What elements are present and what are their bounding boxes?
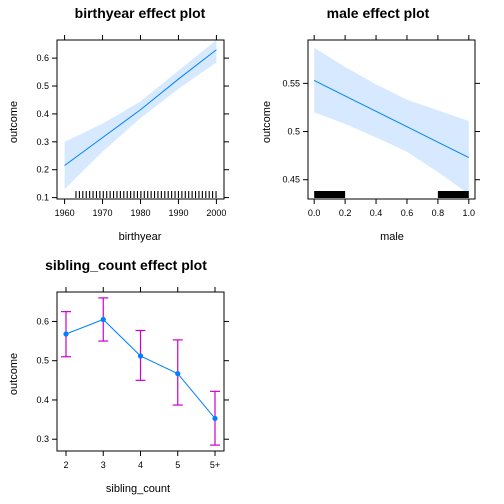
birthyear-y-tick-label: 0.2 bbox=[36, 165, 49, 175]
birthyear-x-tick-label: 1980 bbox=[130, 208, 150, 218]
birthyear-y-tick-label: 0.5 bbox=[36, 81, 49, 91]
birthyear-x-tick-label: 1970 bbox=[93, 208, 113, 218]
male-panel: male effect plot male outcome 0.45 0.5 0.5… bbox=[261, 5, 480, 243]
birthyear-confidence-band bbox=[64, 40, 217, 190]
birthyear-y-tick-label: 0.3 bbox=[36, 137, 49, 147]
male-y-tick-label: 0.5 bbox=[287, 127, 300, 137]
sibling-count-plot-title: sibling_count effect plot bbox=[45, 257, 207, 273]
birthyear-y-tick-label: 0.1 bbox=[36, 193, 49, 203]
sibling-count-point bbox=[175, 371, 181, 377]
male-x-tick-label: 0.2 bbox=[339, 208, 352, 218]
birthyear-x-tick-label: 1990 bbox=[168, 208, 188, 218]
birthyear-y-tick-label: 0.6 bbox=[36, 53, 49, 63]
male-x-tick-label: 1.0 bbox=[463, 208, 476, 218]
sibling-count-y-tick-label: 0.5 bbox=[36, 356, 49, 366]
sibling-count-y-label: outcome bbox=[8, 353, 20, 395]
sibling-count-point bbox=[212, 415, 218, 422]
birthyear-y-label: outcome bbox=[8, 101, 20, 143]
male-x-tick-label: 0.0 bbox=[308, 208, 321, 218]
birthyear-panel: birthyear effect plot birthyear outcome … bbox=[8, 5, 229, 243]
male-fit-line bbox=[313, 80, 470, 159]
male-x-tick-label: 0.6 bbox=[401, 208, 414, 218]
male-y-tick-label: 0.55 bbox=[282, 78, 300, 88]
sibling-count-y-tick-label: 0.6 bbox=[36, 316, 49, 326]
male-plot-frame bbox=[307, 39, 476, 200]
birthyear-x-label: birthyear bbox=[119, 231, 162, 243]
male-y-tick-label: 0.45 bbox=[282, 175, 300, 185]
birthyear-x-tick-label: 2000 bbox=[206, 208, 226, 218]
sibling-count-y-tick-label: 0.3 bbox=[36, 434, 49, 444]
male-x-tick-label: 0.8 bbox=[432, 208, 445, 218]
sibling-count-x-tick-label: 4 bbox=[138, 460, 143, 470]
sibling-count-panel: sibling_count effect plot sibling_count … bbox=[8, 257, 229, 495]
sibling-count-point bbox=[100, 316, 106, 323]
sibling-count-x-tick-label: 3 bbox=[101, 460, 106, 470]
sibling-count-x-tick-label: 2 bbox=[63, 460, 68, 470]
male-confidence-band bbox=[314, 47, 469, 195]
male-y-label: outcome bbox=[261, 101, 273, 143]
sibling-count-point bbox=[137, 353, 144, 359]
birthyear-fit-line bbox=[64, 49, 217, 166]
male-rug-block bbox=[437, 191, 469, 198]
birthyear-x-tick-label: 1960 bbox=[55, 208, 75, 218]
sibling-count-x-label: sibling_count bbox=[106, 483, 170, 495]
sibling-count-y-tick-label: 0.4 bbox=[36, 395, 49, 405]
male-x-tick-label: 0.4 bbox=[370, 208, 383, 218]
sibling-count-x-tick-label: 5+ bbox=[210, 460, 220, 470]
male-x-label: male bbox=[380, 231, 404, 243]
sibling-count-x-tick-label: 5 bbox=[175, 460, 180, 470]
birthyear-y-tick-label: 0.4 bbox=[36, 109, 49, 119]
male-rug-block bbox=[314, 191, 346, 198]
sibling-count-point bbox=[63, 331, 69, 337]
male-plot-title: male effect plot bbox=[327, 5, 430, 21]
birthyear-plot-title: birthyear effect plot bbox=[75, 5, 206, 21]
